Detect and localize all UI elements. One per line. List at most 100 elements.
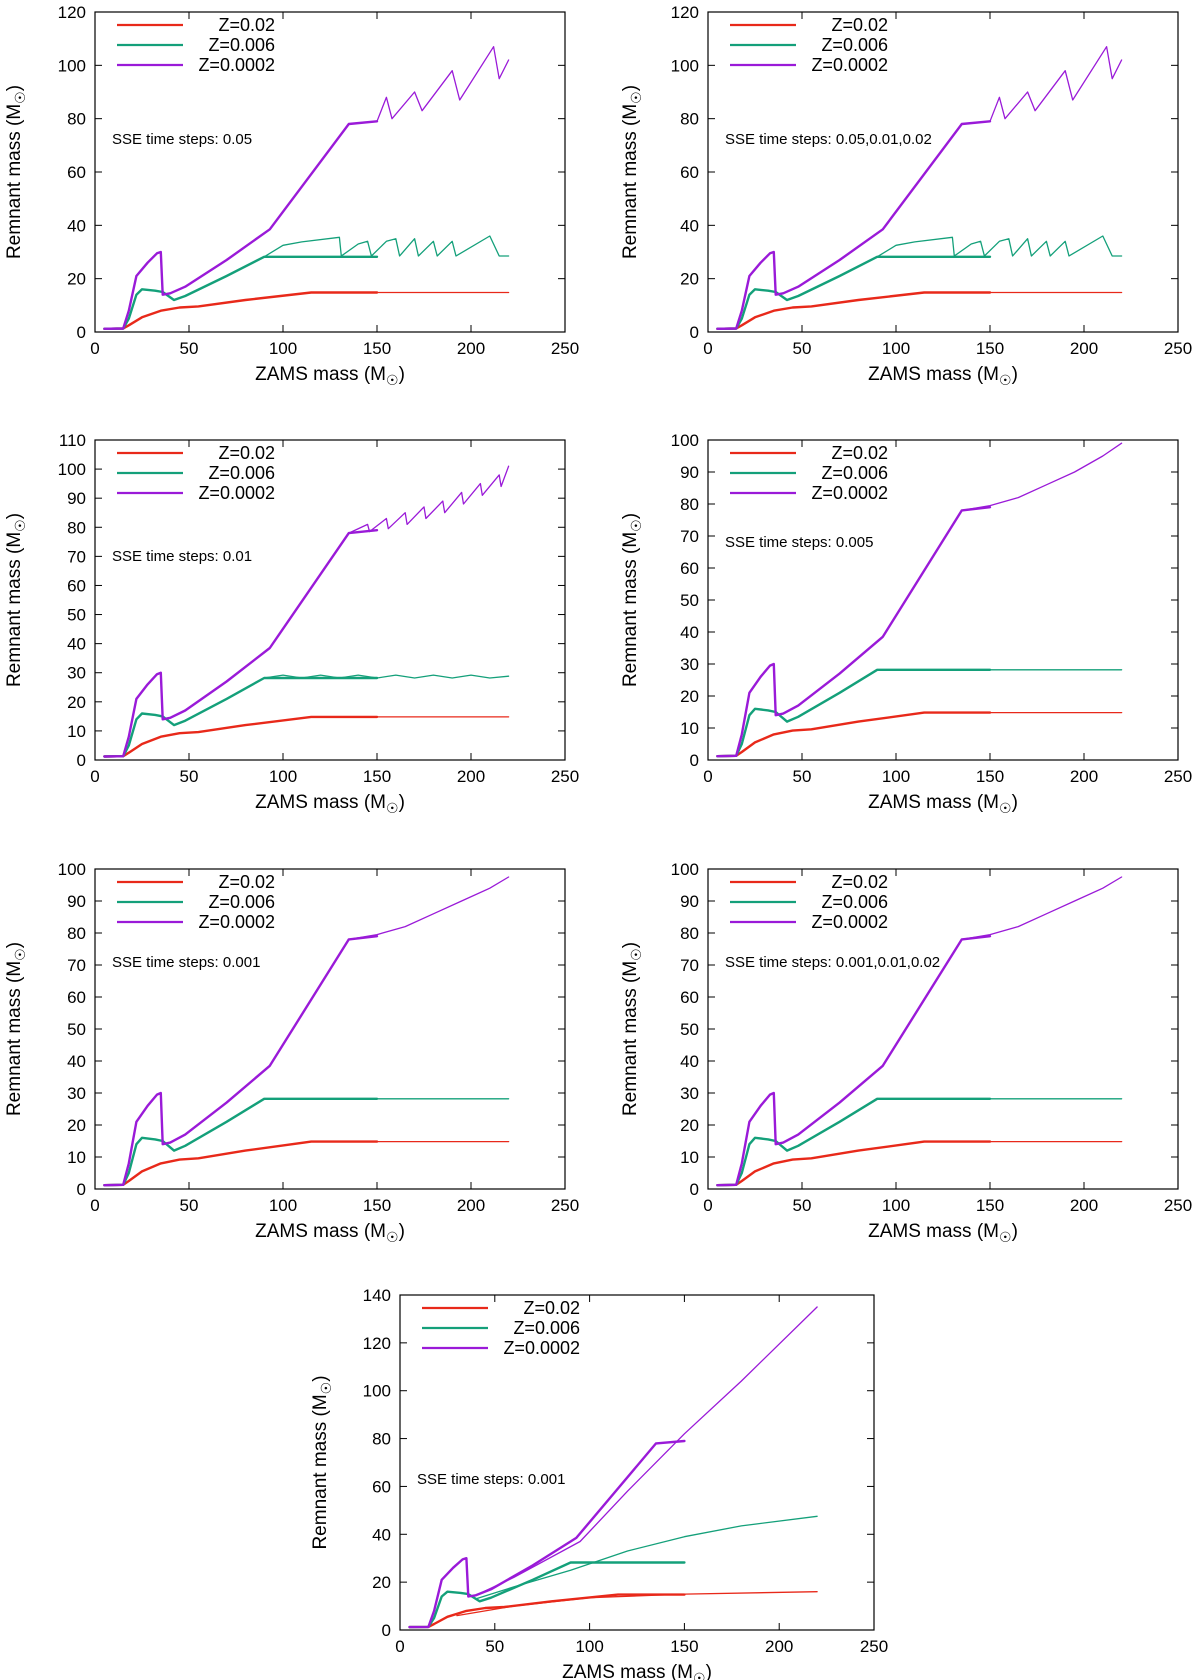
y-tick-label: 30 — [67, 1084, 86, 1103]
y-tick-label: 40 — [67, 216, 86, 235]
x-axis-label: ZAMS mass (M☉) — [868, 792, 1018, 816]
series-line-z-0-02 — [716, 711, 992, 758]
x-tick-label: 200 — [457, 1196, 485, 1215]
x-tick-label: 250 — [860, 1637, 888, 1656]
plot-frame — [94, 439, 566, 761]
y-tick-label: 30 — [680, 655, 699, 674]
x-tick-label: 0 — [395, 1637, 404, 1656]
x-tick-label: 0 — [90, 339, 99, 358]
x-axis-label: ZAMS mass (M☉) — [868, 364, 1018, 388]
x-tick-label: 50 — [180, 339, 199, 358]
series-line-z-0-02 — [103, 715, 379, 758]
y-tick-label: 60 — [67, 576, 86, 595]
series-line-z-0-006 — [716, 1097, 992, 1187]
x-tick-label: 100 — [882, 1196, 910, 1215]
y-tick-label: 80 — [680, 924, 699, 943]
x-tick-label: 250 — [551, 1196, 579, 1215]
x-tick-label: 50 — [180, 767, 199, 786]
y-tick-label: 90 — [680, 892, 699, 911]
series-line-z-0-0002-extended- — [961, 442, 1123, 512]
chart-panel-top-right: 0 50 100 150 200 250 0 20 40 60 80 100 120 ZAMS mass … — [620, 3, 1192, 388]
y-tick-label: 70 — [680, 956, 699, 975]
y-tick-label: 0 — [690, 1180, 699, 1199]
series-line-z-0-0002-extended- — [961, 876, 1123, 941]
series-group — [716, 46, 1123, 330]
y-tick-label: 120 — [58, 3, 86, 22]
plot-frame — [707, 11, 1179, 333]
x-tick-label: 100 — [882, 767, 910, 786]
series-group — [103, 465, 510, 758]
series-line-z-0-0002-extended- — [961, 46, 1123, 125]
series-line-z-0-006-extended- — [263, 235, 510, 258]
series-line-z-0-02 — [716, 291, 992, 330]
y-tick-label: 90 — [67, 489, 86, 508]
series-line-z-0-0002-extended- — [348, 876, 510, 941]
chart-panel-middle-right: 0 50 100 150 200 250 0 10 20 30 40 50 60 70 80 90 100 ZAM… — [620, 431, 1192, 816]
legend-label: Z=0.0002 — [811, 912, 888, 932]
y-tick-label: 100 — [671, 431, 699, 450]
y-tick-label: 0 — [77, 1180, 86, 1199]
x-tick-label: 150 — [363, 1196, 391, 1215]
y-tick-label: 50 — [680, 1020, 699, 1039]
series-line-z-0-0002 — [408, 1439, 686, 1629]
x-tick-label: 0 — [703, 1196, 712, 1215]
annotation-text: SSE time steps: 0.005 — [725, 534, 873, 551]
legend-label: Z=0.02 — [218, 443, 275, 463]
x-tick-label: 50 — [485, 1637, 504, 1656]
y-tick-label: 10 — [680, 1148, 699, 1167]
y-tick-label: 40 — [680, 216, 699, 235]
y-tick-label: 80 — [67, 110, 86, 129]
x-tick-label: 100 — [269, 767, 297, 786]
legend-label: Z=0.02 — [218, 872, 275, 892]
x-tick-label: 200 — [457, 339, 485, 358]
y-tick-label: 20 — [67, 693, 86, 712]
series-line-z-0-006 — [408, 1561, 686, 1629]
x-tick-label: 0 — [703, 767, 712, 786]
x-tick-label: 150 — [976, 339, 1004, 358]
y-axis-label: Remnant mass (M☉) — [620, 513, 644, 687]
x-tick-label: 100 — [575, 1637, 603, 1656]
plot-frame — [399, 1294, 875, 1631]
y-tick-label: 0 — [382, 1621, 391, 1640]
x-tick-label: 200 — [1070, 767, 1098, 786]
y-tick-label: 100 — [671, 56, 699, 75]
chart-panel-bottom-center: 0 50 100 150 200 250 0 20 40 60 80 100 120 140 ZAMS ma… — [310, 1286, 888, 1680]
x-tick-label: 200 — [765, 1637, 793, 1656]
series-group — [408, 1306, 818, 1629]
series-line-z-0-0002 — [716, 506, 992, 758]
y-tick-label: 70 — [680, 527, 699, 546]
y-axis-label: Remnant mass (M☉) — [620, 85, 644, 259]
x-tick-label: 0 — [90, 1196, 99, 1215]
y-tick-label: 10 — [67, 1148, 86, 1167]
y-tick-label: 140 — [363, 1286, 391, 1305]
annotation-text: SSE time steps: 0.05 — [112, 131, 252, 148]
x-tick-label: 100 — [882, 339, 910, 358]
series-line-z-0-02 — [103, 1140, 379, 1187]
y-tick-label: 100 — [58, 860, 86, 879]
chart-panel-lower-right: 0 50 100 150 200 250 0 10 20 30 40 50 60 70 80 90 100 ZAM… — [620, 860, 1192, 1245]
y-tick-label: 40 — [680, 623, 699, 642]
y-tick-label: 80 — [67, 518, 86, 537]
series-line-z-0-0002 — [103, 935, 379, 1187]
y-tick-label: 20 — [67, 270, 86, 289]
series-line-z-0-006 — [716, 255, 992, 330]
y-axis-label: Remnant mass (M☉) — [4, 85, 28, 259]
y-tick-label: 70 — [67, 956, 86, 975]
y-tick-label: 60 — [680, 988, 699, 1007]
y-axis-label: Remnant mass (M☉) — [310, 1375, 334, 1549]
x-tick-label: 250 — [1164, 339, 1192, 358]
y-tick-label: 30 — [680, 1084, 699, 1103]
series-line-z-0-0002 — [103, 120, 379, 330]
y-tick-label: 90 — [680, 463, 699, 482]
y-tick-label: 60 — [67, 988, 86, 1007]
legend-label: Z=0.006 — [208, 35, 275, 55]
x-tick-label: 50 — [793, 767, 812, 786]
legend-label: Z=0.006 — [208, 463, 275, 483]
series-group — [716, 442, 1123, 758]
legend-label: Z=0.0002 — [198, 55, 275, 75]
y-tick-label: 60 — [680, 559, 699, 578]
